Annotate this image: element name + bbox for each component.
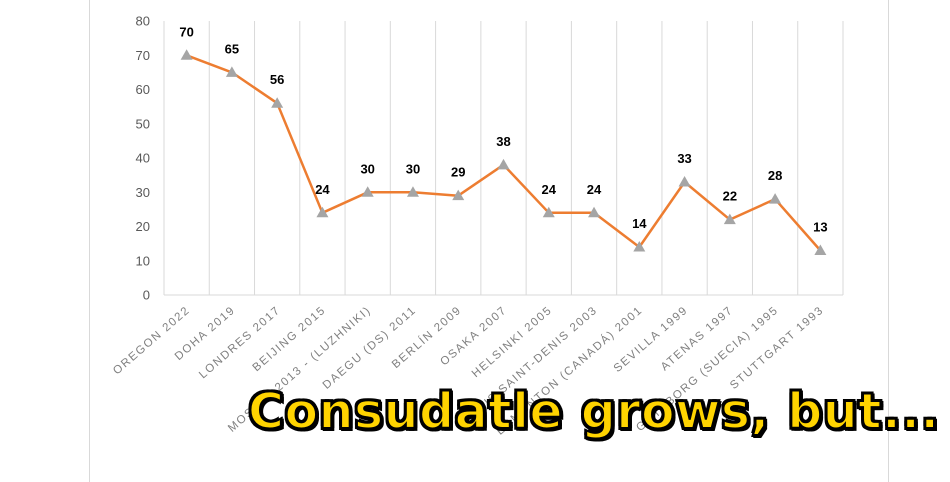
- y-tick-label: 10: [136, 253, 150, 268]
- triangle-marker: [225, 66, 238, 77]
- data-label: 22: [723, 189, 737, 204]
- triangle-marker: [180, 49, 193, 60]
- data-label: 24: [587, 182, 602, 197]
- triangle-marker: [271, 97, 284, 108]
- y-tick-label: 80: [136, 14, 150, 29]
- x-tick-label: HELSINKI 2005: [470, 304, 555, 380]
- gridlines: [163, 21, 844, 295]
- x-tick-label: LONDRES 2017: [197, 304, 283, 381]
- y-tick-label: 30: [136, 185, 150, 200]
- data-labels: 70 65 56 24 30 30 29 38 24 24 14 33 22 28 13: [179, 24, 827, 234]
- data-label: 13: [813, 219, 827, 234]
- y-tick-label: 20: [136, 219, 150, 234]
- triangle-marker: [542, 206, 555, 218]
- x-tick-label: SEVILLA 1999: [612, 304, 691, 375]
- triangle-marker: [814, 244, 827, 255]
- triangle-marker: [497, 158, 510, 170]
- overlay-caption: Consudatle grows, but...: [247, 382, 940, 441]
- data-label: 56: [270, 72, 284, 87]
- data-label: 70: [179, 24, 193, 39]
- data-label: 24: [542, 182, 557, 197]
- y-tick-label: 40: [136, 151, 150, 166]
- triangle-marker: [633, 241, 646, 252]
- y-tick-label: 70: [136, 48, 150, 63]
- data-label: 30: [406, 161, 420, 176]
- triangle-marker: [361, 186, 374, 197]
- data-label: 28: [768, 168, 782, 183]
- data-label: 14: [632, 216, 647, 231]
- markers: [180, 49, 827, 255]
- data-label: 30: [360, 161, 374, 176]
- triangle-marker: [588, 206, 601, 218]
- y-tick-label: 60: [136, 82, 150, 97]
- y-axis-ticks: 0 10 20 30 40 50 60 70 80: [136, 14, 150, 303]
- data-label: 38: [496, 134, 510, 149]
- data-label: 29: [451, 165, 465, 180]
- x-tick-label: OREGON 2022: [111, 304, 192, 377]
- triangle-marker: [316, 206, 329, 218]
- data-label: 65: [225, 41, 239, 56]
- triangle-marker: [452, 189, 465, 201]
- chart-frame: [89, 0, 889, 482]
- triangle-marker: [723, 213, 736, 225]
- triangle-marker: [678, 175, 691, 187]
- data-label: 24: [315, 182, 330, 197]
- triangle-marker: [769, 193, 782, 204]
- triangle-marker: [406, 186, 419, 197]
- y-tick-label: 50: [136, 116, 150, 131]
- y-tick-label: 0: [143, 288, 150, 303]
- data-label: 33: [677, 151, 691, 166]
